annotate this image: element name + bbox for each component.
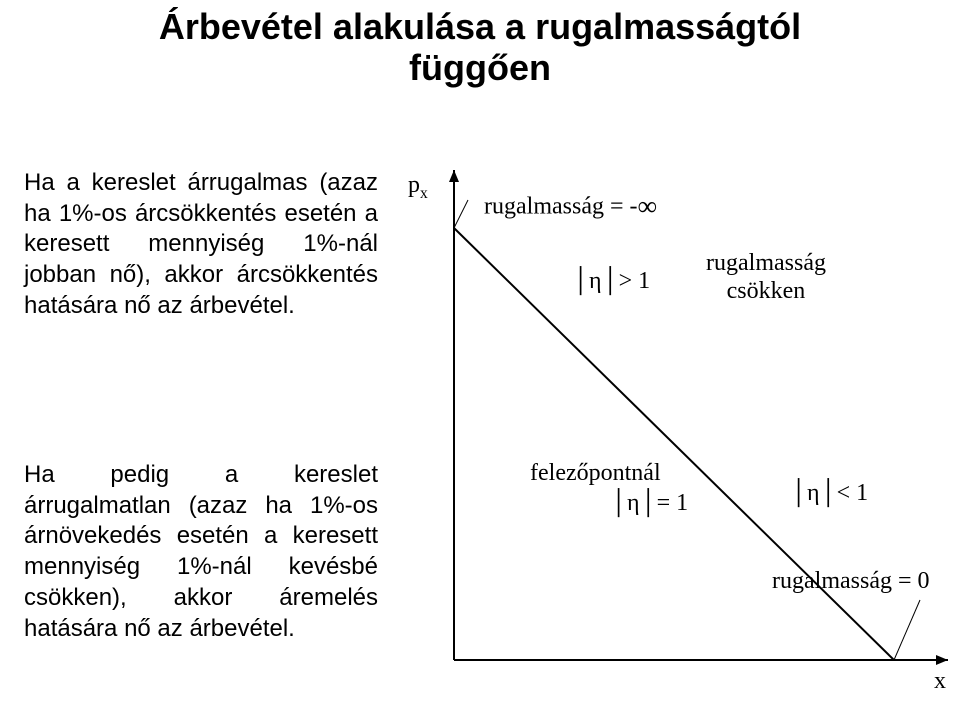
page-title: Árbevétel alakulása a rugalmasságtól füg… xyxy=(0,6,960,89)
x-axis-arrow xyxy=(936,655,948,665)
demand-elasticity-chart: px x rugalmasság = -∞ │η│> 1 rugalmasság… xyxy=(400,160,960,700)
rug-csokken-line2: csökken xyxy=(706,278,826,306)
eta-symbol: η xyxy=(589,268,602,294)
eta-gt-op: > 1 xyxy=(619,268,651,294)
pointer-neg-inf xyxy=(454,200,468,228)
eta-lt-op: < 1 xyxy=(837,480,869,506)
annotation-rugalmassag-zero: rugalmasság = 0 xyxy=(772,568,930,595)
annotation-eta-gt-1: │η│> 1 xyxy=(572,268,650,295)
eta-symbol-eq: η xyxy=(627,490,640,516)
annotation-rugalmassag-neg-infinity: rugalmasság = -∞ xyxy=(484,190,657,222)
title-line-2: függően xyxy=(0,47,960,88)
annotation-eta-eq-1: │η│= 1 xyxy=(610,490,688,517)
x-axis-label: x xyxy=(934,668,946,695)
neg-inf-prefix: rugalmasság = - xyxy=(484,194,638,220)
annotation-felezopontnal: felezőpontnál xyxy=(530,460,661,487)
chart-svg xyxy=(400,160,960,700)
eta-symbol-lt: η xyxy=(807,480,820,506)
paragraph-top: Ha a kereslet árrugalmas (azaz ha 1%-os … xyxy=(24,168,378,322)
y-axis-label-sub: x xyxy=(420,185,428,202)
y-axis-arrow xyxy=(449,170,459,182)
rug-csokken-line1: rugalmasság xyxy=(706,250,826,278)
annotation-eta-lt-1: │η│< 1 xyxy=(790,480,868,507)
eta-eq-op: = 1 xyxy=(657,490,689,516)
infinity-symbol: ∞ xyxy=(638,190,658,221)
y-axis-label-p: p xyxy=(408,172,420,198)
y-axis-label: px xyxy=(408,172,428,203)
annotation-rugalmassag-csokken: rugalmasság csökken xyxy=(706,250,826,305)
pointer-zero xyxy=(894,600,920,660)
demand-line xyxy=(454,228,894,660)
title-line-1: Árbevétel alakulása a rugalmasságtól xyxy=(0,6,960,47)
paragraph-bottom: Ha pedig a kereslet árrugalmatlan (azaz … xyxy=(24,460,378,644)
